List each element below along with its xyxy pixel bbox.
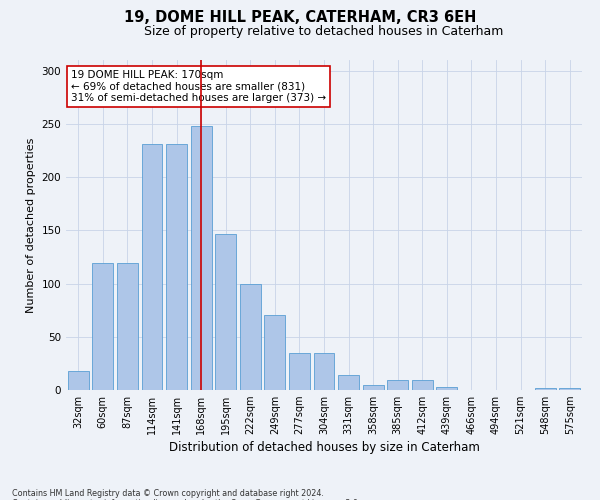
Text: 19 DOME HILL PEAK: 170sqm
← 69% of detached houses are smaller (831)
31% of semi: 19 DOME HILL PEAK: 170sqm ← 69% of detac… bbox=[71, 70, 326, 103]
Bar bbox=[142, 144, 163, 390]
X-axis label: Distribution of detached houses by size in Caterham: Distribution of detached houses by size … bbox=[169, 442, 479, 454]
Bar bbox=[338, 375, 359, 390]
Bar bbox=[191, 126, 212, 390]
Bar bbox=[240, 284, 261, 390]
Bar bbox=[289, 352, 310, 390]
Text: Contains public sector information licensed under the Open Government Licence v3: Contains public sector information licen… bbox=[12, 498, 361, 500]
Bar bbox=[215, 234, 236, 390]
Bar bbox=[559, 388, 580, 390]
Bar bbox=[117, 264, 138, 390]
Bar bbox=[362, 384, 383, 390]
Bar bbox=[166, 144, 187, 390]
Text: 19, DOME HILL PEAK, CATERHAM, CR3 6EH: 19, DOME HILL PEAK, CATERHAM, CR3 6EH bbox=[124, 10, 476, 25]
Bar bbox=[92, 264, 113, 390]
Bar bbox=[535, 388, 556, 390]
Text: Contains HM Land Registry data © Crown copyright and database right 2024.: Contains HM Land Registry data © Crown c… bbox=[12, 488, 324, 498]
Bar bbox=[314, 352, 334, 390]
Title: Size of property relative to detached houses in Caterham: Size of property relative to detached ho… bbox=[145, 25, 503, 38]
Bar bbox=[436, 387, 457, 390]
Bar bbox=[412, 380, 433, 390]
Bar bbox=[387, 380, 408, 390]
Bar bbox=[68, 371, 89, 390]
Bar bbox=[265, 316, 286, 390]
Y-axis label: Number of detached properties: Number of detached properties bbox=[26, 138, 36, 312]
